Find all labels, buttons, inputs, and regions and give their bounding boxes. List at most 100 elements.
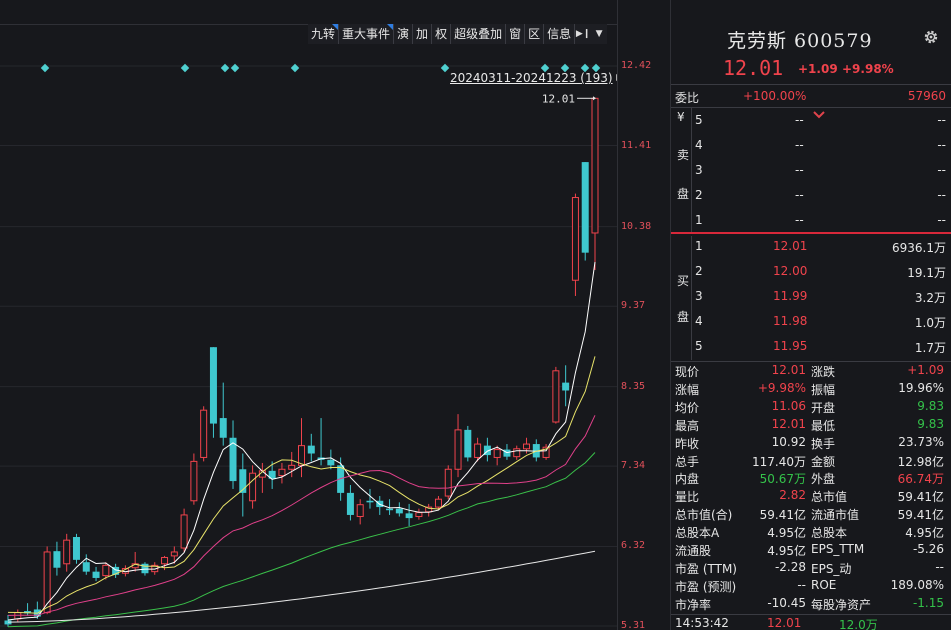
stat-value: 9.83 (917, 398, 944, 413)
stat-row: 内盘 50.67万 外盘 66.74万 (671, 469, 951, 487)
candle-body (346, 492, 354, 515)
candle-body (356, 504, 364, 518)
stat-label: 金额 (811, 454, 836, 469)
stat-label: 总股本A (675, 526, 720, 541)
bid-price: 11.99 (773, 289, 808, 303)
stat-row: 市盈 (预测) -- ROE 189.08% (671, 577, 951, 595)
candle-body (327, 459, 335, 466)
stat-value: 59.41亿 (897, 490, 944, 505)
candle-body (190, 460, 198, 502)
stat-value: -10.45 (767, 595, 806, 610)
kline-chart-area[interactable]: 九转 重大事件 演 加 权 超级叠加 窗 区 信息 ▶❙ ▼ 20240311-… (0, 0, 670, 630)
stat-row: 总手 117.40万 金额 12.98亿 (671, 452, 951, 470)
dropdown-chevron-icon[interactable] (811, 109, 827, 121)
tick-volume: 12.0万 (839, 618, 878, 630)
tool-rights[interactable]: 权 (432, 24, 452, 44)
candle-body (4, 620, 12, 625)
candle-body (405, 513, 413, 519)
candle-body (249, 472, 257, 502)
stat-label: 总股本 (811, 526, 848, 541)
ask-level: 1 (695, 213, 703, 227)
tool-major-events[interactable]: 重大事件 (339, 24, 395, 44)
stat-label: 内盘 (675, 472, 700, 487)
last-price-arrow-icon (593, 96, 596, 101)
stat-label: 每股净资产 (811, 597, 872, 612)
price-change: +1.09 (798, 62, 838, 76)
stat-label: 量比 (675, 490, 700, 505)
event-marker-icon (40, 63, 50, 73)
stock-name-code: 克劳斯 600579 (727, 30, 873, 52)
tool-info[interactable]: 信息 (544, 24, 576, 44)
buy-label: 买 (677, 274, 690, 288)
candle-body (366, 500, 374, 503)
tool-range[interactable]: 区 (525, 24, 545, 44)
candle-body (464, 429, 472, 458)
stat-value: 23.73% (898, 434, 944, 449)
candle-body (444, 468, 452, 497)
tool-super-overlay[interactable]: 超级叠加 (451, 24, 507, 44)
stat-row: 涨幅 +9.98% 振幅 19.96% (671, 380, 951, 398)
bid-volume: 1.0万 (914, 316, 946, 330)
bid-price: 11.98 (773, 314, 808, 328)
candle-body (288, 464, 296, 470)
bid-price: 12.00 (773, 264, 808, 278)
stat-value: 10.92 (771, 434, 806, 449)
chevron-down-icon[interactable]: ▼ (591, 24, 608, 44)
stat-value: 19.96% (898, 380, 944, 395)
candle-body (170, 551, 178, 557)
stat-row: 总市值(合) 59.41亿 流通市值 59.41亿 (671, 505, 951, 523)
tick-time: 14:53:42 (675, 616, 729, 630)
stat-label: 总市值(合) (675, 508, 733, 523)
current-price: 12.01 (723, 56, 784, 80)
gear-icon[interactable] (923, 29, 939, 45)
stat-value: -- (797, 577, 806, 592)
candle-body (454, 429, 462, 470)
candle-body (268, 470, 276, 479)
ma10-line (7, 356, 596, 614)
candle-body (434, 498, 442, 508)
stat-row: 流通股 4.95亿 EPS_TTM -5.26 (671, 541, 951, 559)
ma120-line (7, 550, 596, 623)
price-change-pct: +9.98% (842, 62, 894, 76)
ask-level: 4 (695, 138, 703, 152)
stat-label: 流通股 (675, 544, 712, 558)
candle-body (239, 469, 247, 493)
stat-value: 59.41亿 (897, 508, 944, 523)
candle-body (307, 445, 315, 454)
stat-label: 振幅 (811, 382, 836, 397)
stat-value: -- (935, 559, 944, 574)
ma20-line (7, 415, 596, 616)
event-marker-icon (540, 63, 550, 73)
candle-body (141, 563, 149, 574)
tool-window[interactable]: 窗 (506, 24, 526, 44)
quote-panel: 克劳斯 600579 12.01 +1.09 +9.98% 委比 +100.00… (670, 0, 951, 630)
stat-value: 4.95亿 (767, 544, 806, 558)
candle-body (542, 446, 550, 458)
candle-body (386, 508, 394, 511)
bid-row: 2 12.00 19.1万 (671, 261, 951, 281)
tool-add[interactable]: 加 (413, 24, 433, 44)
event-marker-icon (180, 63, 190, 73)
bid-row: 3 11.99 3.2万 (671, 286, 951, 306)
bid-price: 11.95 (773, 339, 808, 353)
tool-jiuzhuan[interactable]: 九转 (308, 24, 340, 44)
price-tick-label: 12.42 (621, 60, 652, 71)
candle-body (180, 514, 188, 549)
event-marker-icon (290, 63, 300, 73)
candlestick-chart[interactable]: 12.01 (0, 0, 618, 630)
divider (691, 108, 692, 232)
candle-body (581, 162, 589, 253)
collapse-right-icon[interactable]: ▶❙ (575, 24, 592, 44)
stat-value: 12.01 (771, 416, 806, 431)
stat-row: 最高 12.01 最低 9.83 (671, 416, 951, 434)
tool-demo[interactable]: 演 (394, 24, 414, 44)
divider (671, 84, 951, 85)
last-price-label: 12.01 (542, 92, 575, 105)
ask-price: -- (795, 163, 804, 177)
stat-row: 市净率 -10.45 每股净资产 -1.15 (671, 595, 951, 613)
stat-label: EPS_动 (811, 561, 852, 576)
event-marker-icon (591, 63, 601, 73)
candle-body (278, 468, 286, 477)
ask-row: 1 -- -- (671, 210, 951, 230)
bid-row: 5 11.95 1.7万 (671, 336, 951, 356)
